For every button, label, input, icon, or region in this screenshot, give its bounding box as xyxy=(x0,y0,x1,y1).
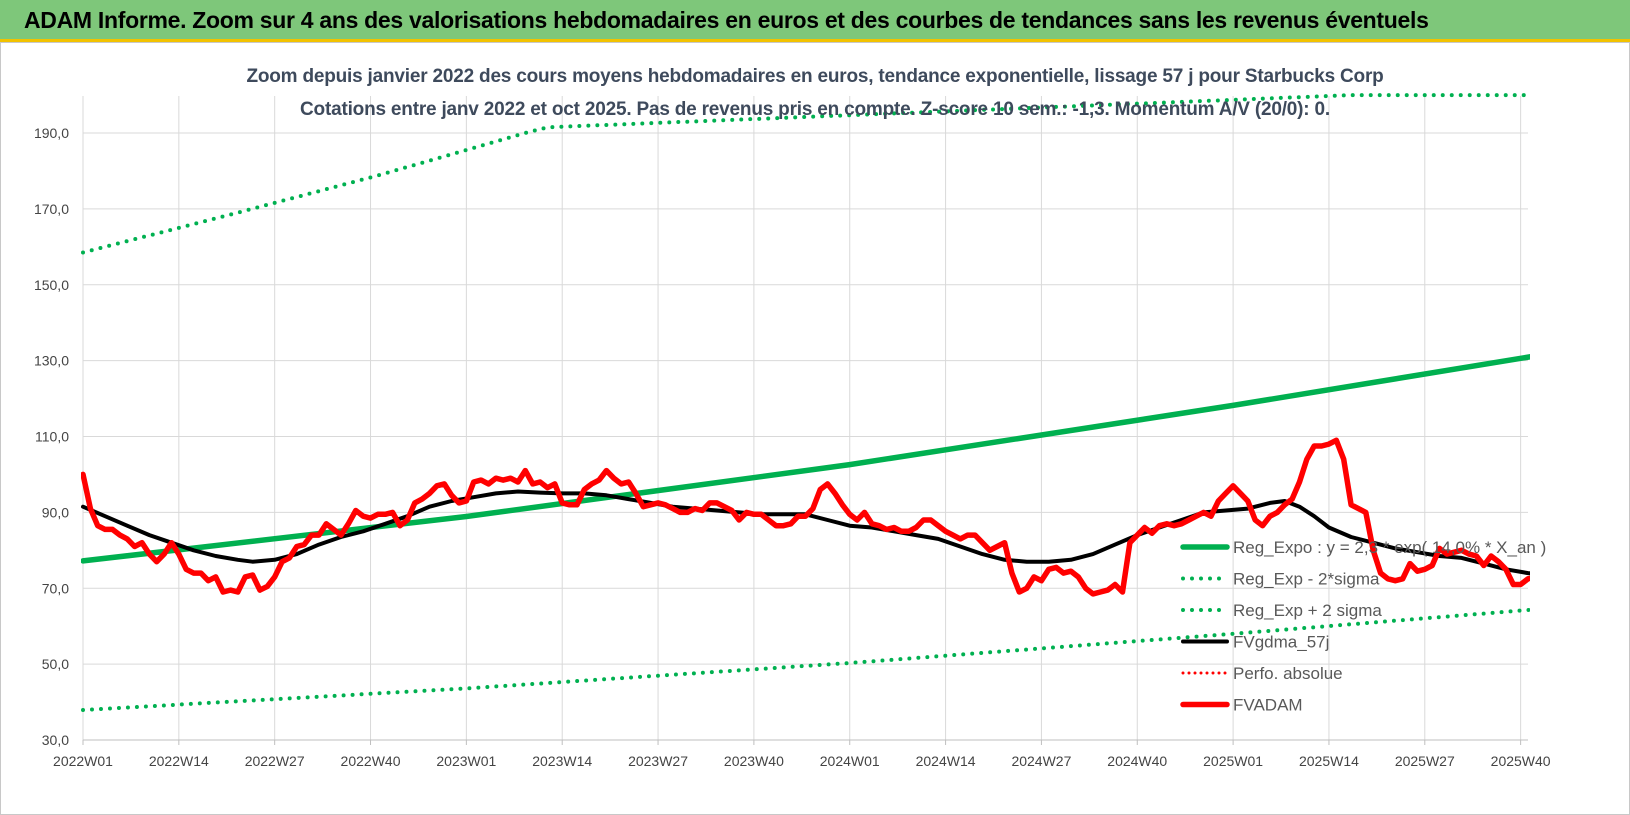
chart-title: Zoom depuis janvier 2022 des cours moyen… xyxy=(246,66,1384,87)
y-tick-label: 30,0 xyxy=(42,732,69,748)
x-tick-label: 2023W27 xyxy=(628,753,688,769)
x-tick-label: 2022W01 xyxy=(53,753,113,769)
y-tick-label: 70,0 xyxy=(42,580,69,596)
series-line-5 xyxy=(81,437,1530,597)
y-tick-label: 150,0 xyxy=(34,277,69,293)
x-tick-label: 2025W14 xyxy=(1299,753,1359,769)
x-tick-label: 2022W27 xyxy=(245,753,305,769)
x-tick-label: 2023W01 xyxy=(436,753,496,769)
chart-grid xyxy=(82,96,1528,741)
x-tick-label: 2024W27 xyxy=(1011,753,1071,769)
chart-frame xyxy=(0,42,1630,815)
y-tick-label: 170,0 xyxy=(34,201,69,217)
x-tick-label: 2022W14 xyxy=(149,753,209,769)
x-tick-label: 2023W14 xyxy=(532,753,592,769)
y-axis: 30,0 50,0 70,0 90,0 110,0 130,0 150,0 170,0 190,… xyxy=(34,125,69,748)
series-line-2 xyxy=(81,93,1530,255)
x-axis: 2022W01 2022W14 2022W27 2022W40 2023W01 2023W… xyxy=(53,739,1551,769)
series-line-1 xyxy=(81,607,1530,712)
y-tick-label: 110,0 xyxy=(35,429,69,445)
x-tick-label: 2023W40 xyxy=(724,753,784,769)
report-title: ADAM Informe. Zoom sur 4 ans des valoris… xyxy=(24,7,1429,33)
y-tick-label: 130,0 xyxy=(34,353,69,369)
y-tick-label: 190,0 xyxy=(34,125,69,141)
x-tick-label: 2022W40 xyxy=(341,753,401,769)
report-header: ADAM Informe. Zoom sur 4 ans des valoris… xyxy=(0,0,1630,42)
x-tick-label: 2024W40 xyxy=(1107,753,1167,769)
series-line-3 xyxy=(81,489,1530,576)
x-tick-label: 2025W40 xyxy=(1491,753,1551,769)
y-tick-label: 90,0 xyxy=(42,504,69,520)
x-tick-label: 2024W14 xyxy=(916,753,976,769)
x-tick-label: 2025W01 xyxy=(1203,753,1263,769)
x-tick-label: 2025W27 xyxy=(1395,753,1455,769)
x-tick-label: 2024W01 xyxy=(820,753,880,769)
y-tick-label: 50,0 xyxy=(42,656,69,672)
chart-subtitle: Cotations entre janv 2022 et oct 2025. P… xyxy=(300,99,1330,120)
chart-series xyxy=(81,93,1530,712)
